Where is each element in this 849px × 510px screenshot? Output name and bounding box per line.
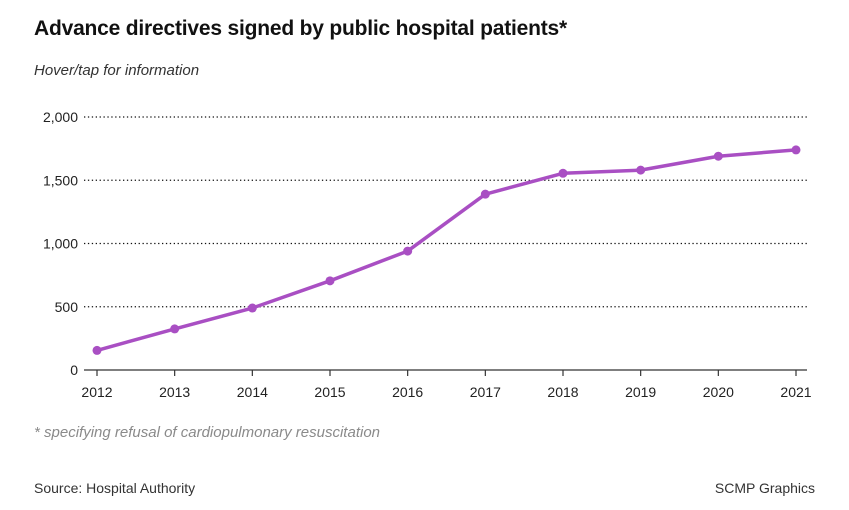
data-point-2020[interactable] bbox=[713, 151, 723, 161]
x-tick-label: 2017 bbox=[470, 384, 501, 400]
x-tick-label: 2021 bbox=[780, 384, 811, 400]
y-tick-label: 0 bbox=[70, 362, 78, 378]
y-tick-label: 2,000 bbox=[43, 109, 78, 125]
data-point-2017[interactable] bbox=[480, 189, 490, 199]
y-tick-label: 1,500 bbox=[43, 172, 78, 188]
data-point-2019[interactable] bbox=[636, 165, 646, 175]
data-point-2013[interactable] bbox=[170, 324, 180, 334]
y-tick-label: 1,000 bbox=[43, 236, 78, 252]
data-point-2018[interactable] bbox=[558, 168, 568, 178]
source-note: Source: Hospital Authority bbox=[34, 480, 196, 496]
x-tick-label: 2018 bbox=[547, 384, 578, 400]
footnote: * specifying refusal of cardiopulmonary … bbox=[34, 424, 381, 441]
y-tick-label: 500 bbox=[55, 299, 79, 315]
chart-title: Advance directives signed by public hosp… bbox=[34, 17, 568, 40]
x-tick-label: 2019 bbox=[625, 384, 656, 400]
data-series bbox=[92, 145, 801, 355]
graphics-credit: SCMP Graphics bbox=[714, 480, 815, 496]
x-tick-label: 2014 bbox=[237, 384, 268, 400]
gridlines bbox=[84, 116, 807, 308]
data-point-2015[interactable] bbox=[325, 276, 335, 286]
data-point-2016[interactable] bbox=[403, 246, 413, 256]
x-tick-label: 2012 bbox=[81, 384, 112, 400]
chart-subtitle: Hover/tap for information bbox=[34, 62, 200, 79]
x-tick-label: 2020 bbox=[703, 384, 734, 400]
x-tick-label: 2016 bbox=[392, 384, 423, 400]
x-tick-label: 2015 bbox=[314, 384, 345, 400]
x-tick-label: 2013 bbox=[159, 384, 190, 400]
x-axis: 2012 2013 2014 2015 2016 2017 2018 2019 2020 2021 bbox=[81, 369, 812, 400]
data-point-2012[interactable] bbox=[92, 345, 102, 355]
data-point-2014[interactable] bbox=[247, 303, 257, 313]
series-line bbox=[95, 148, 798, 353]
data-point-2021[interactable] bbox=[791, 145, 801, 155]
y-axis-ticks: 0 500 1,000 1,500 2,000 bbox=[43, 109, 78, 378]
